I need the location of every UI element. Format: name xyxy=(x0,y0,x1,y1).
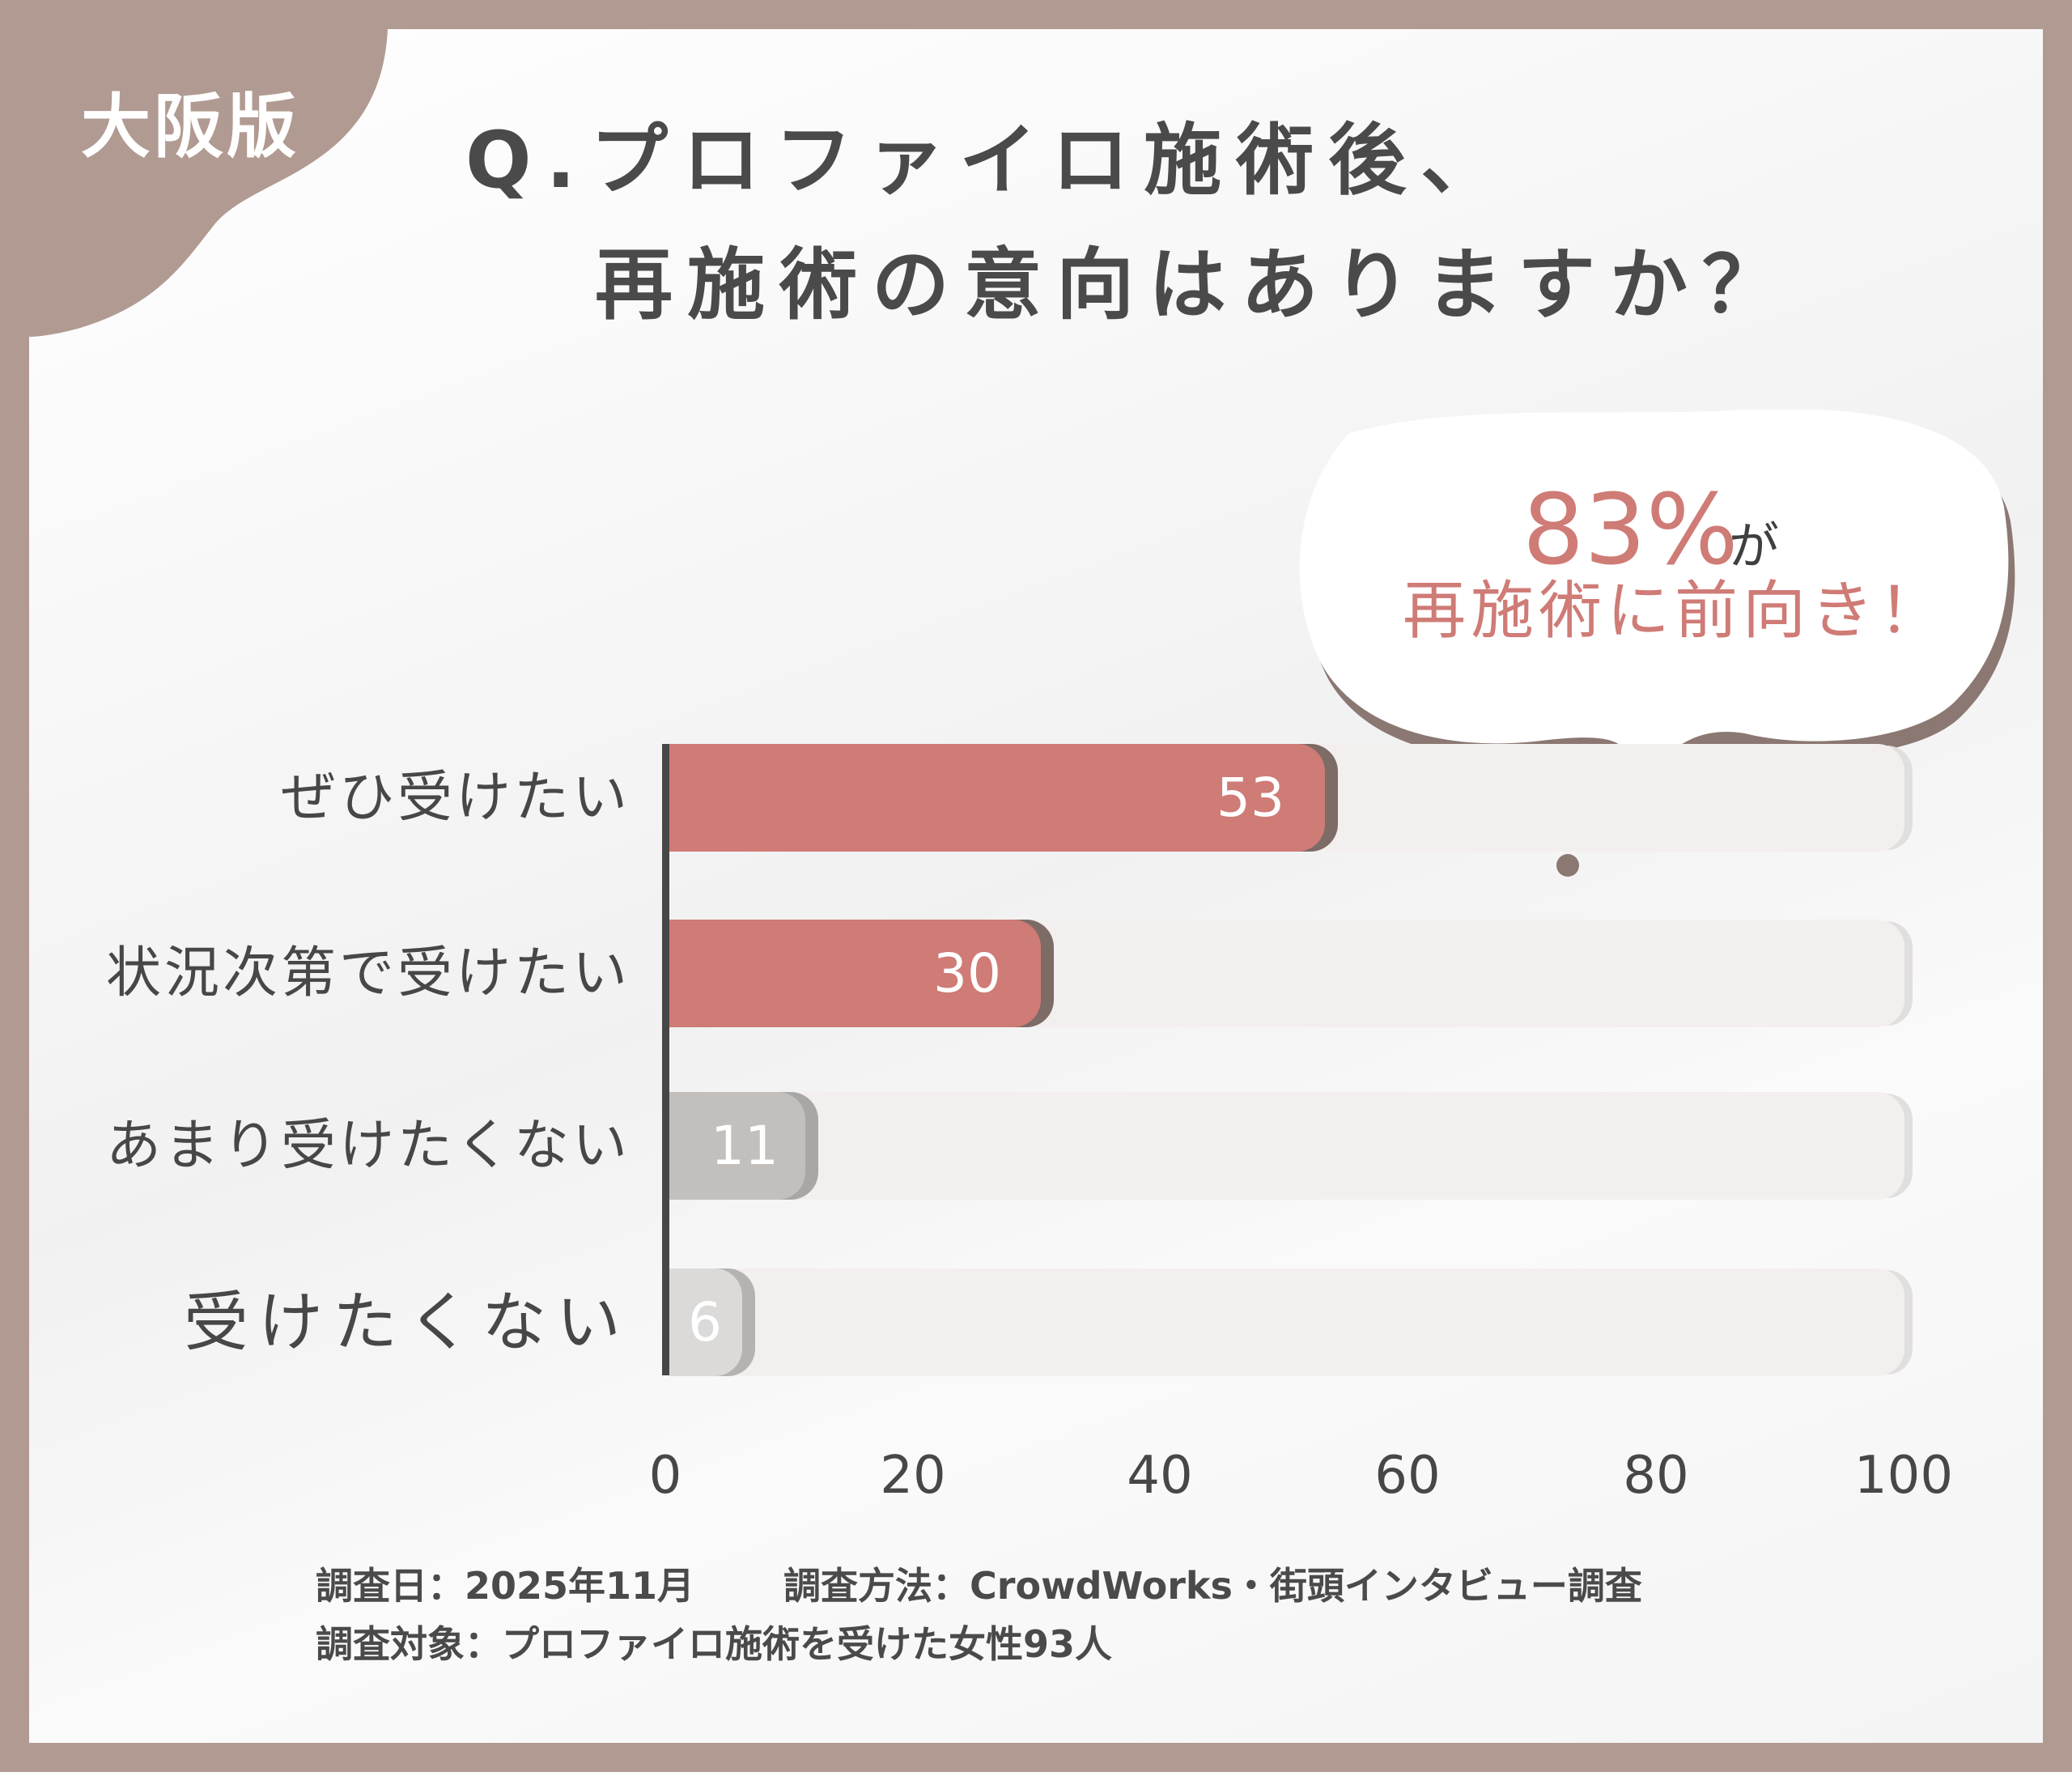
survey-info-line-1: 調査日：2025年11月 調査方法：CrowdWorks・街頭インタビュー調査 xyxy=(316,1567,1642,1604)
bar-value: 11 xyxy=(711,1115,779,1177)
bar-row: ぜひ受けたい 53 xyxy=(29,744,2043,852)
question-title-line-1: Q.プロファイロ施術後、 xyxy=(465,115,1514,206)
bar-value: 30 xyxy=(933,942,1001,1005)
x-tick-label: 60 xyxy=(1374,1446,1441,1506)
callout-message: 再施術に前向き！ xyxy=(1403,575,1947,648)
x-tick-label: 80 xyxy=(1623,1446,1689,1506)
x-tick-label: 100 xyxy=(1853,1446,1954,1506)
bar-row: 状況次第で受けたい 30 xyxy=(29,920,2043,1027)
x-tick-label: 0 xyxy=(648,1446,682,1506)
bar-row: あまり受けたくない 11 xyxy=(29,1092,2043,1200)
category-label: 状況次第で受けたい xyxy=(105,941,631,1005)
survey-method: 調査方法：CrowdWorks・街頭インタビュー調査 xyxy=(783,1564,1642,1608)
infographic-panel: 大阪版 Q.プロファイロ施術後、 再施術の意向はありますか？ 83% が 再施術… xyxy=(29,29,2043,1743)
category-label: ぜひ受けたい xyxy=(280,766,631,830)
bar-no xyxy=(669,1268,742,1376)
question-title-line-2: 再施術の意向はありますか？ xyxy=(595,240,1794,330)
speech-bubble xyxy=(1299,410,2015,877)
bar-zehi xyxy=(669,744,1325,852)
callout-particle: が xyxy=(1729,516,1780,576)
bar-track xyxy=(669,1268,1904,1376)
callout-percent: 83% xyxy=(1522,474,1739,587)
bar-value: 6 xyxy=(688,1291,722,1353)
region-badge: 大阪版 xyxy=(81,87,299,168)
category-label: 受けたくない xyxy=(184,1285,631,1360)
survey-date: 調査日：2025年11月 xyxy=(316,1564,695,1608)
bar-track xyxy=(669,1092,1904,1200)
bar-row: 受けたくない 6 xyxy=(29,1268,2043,1376)
bar-depends xyxy=(669,920,1041,1027)
corner-badge-shape xyxy=(29,29,388,337)
bar-not-much xyxy=(669,1092,805,1200)
bar-value: 53 xyxy=(1216,767,1284,829)
category-label: あまり受けたくない xyxy=(105,1114,631,1178)
x-tick-label: 40 xyxy=(1127,1446,1193,1506)
survey-target: 調査対象：プロファイロ施術を受けた女性93人 xyxy=(316,1622,1113,1666)
x-tick-label: 20 xyxy=(880,1446,946,1506)
y-axis-line xyxy=(662,744,669,1375)
